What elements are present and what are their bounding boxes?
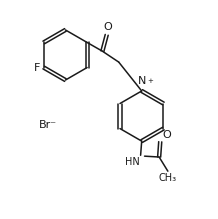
Text: HN: HN — [125, 157, 140, 167]
Text: O: O — [104, 22, 112, 32]
Text: Br⁻: Br⁻ — [39, 120, 57, 130]
Text: N: N — [138, 76, 146, 86]
Text: O: O — [162, 130, 171, 140]
Text: F: F — [34, 63, 40, 72]
Text: CH₃: CH₃ — [159, 173, 177, 183]
Text: +: + — [147, 78, 153, 85]
